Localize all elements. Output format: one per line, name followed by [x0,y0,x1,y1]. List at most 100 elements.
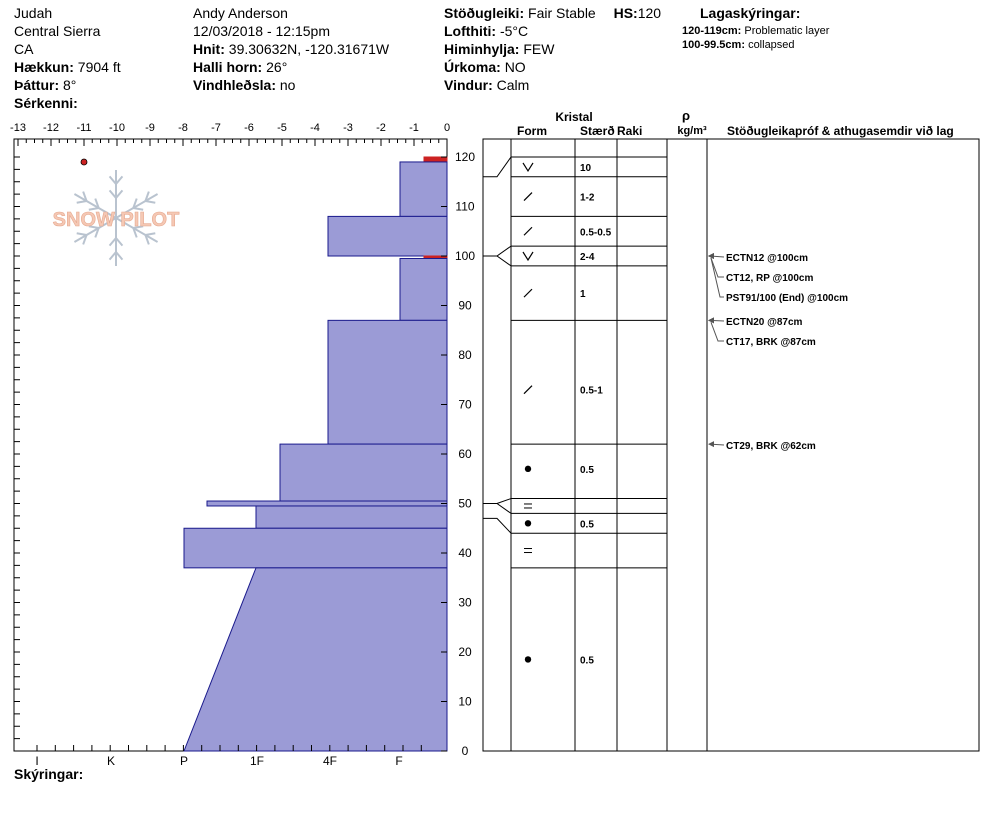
notes-label: Skýringar: [14,766,84,782]
temp-tick-label: -5 [277,122,287,134]
snowflake-branch [108,175,117,185]
crystal-size: 0.5 [580,519,594,530]
crystal-size: 2-4 [580,252,595,263]
height-tick-label: 60 [458,447,472,461]
density-symbol: ρ [682,108,690,123]
snowflake-arm [73,217,117,243]
layer-connector [483,255,512,267]
temp-tick-label: -10 [109,122,125,134]
snowflake-branch [133,207,144,211]
hardness-layer [255,505,448,529]
test-arrow-head [708,317,714,324]
snowflake-branch [144,191,150,202]
observation-block: Andy Anderson 12/03/2018 - 12:15pm Hnit:… [193,4,389,94]
test-arrow-line [710,257,724,278]
stability-test-label: CT17, BRK @87cm [726,337,816,348]
snowflake-branch [145,232,156,236]
height-tick-label: 40 [458,546,472,560]
snowflake-branch [108,251,117,261]
height-tick-label: 30 [458,596,472,610]
stability-test-label: CT29, BRK @62cm [726,441,816,452]
hardness-tick-label: I [35,754,38,768]
crystal-size: 0.5-0.5 [580,227,612,238]
layer-note: 100-99.5cm: collapsed [682,39,795,51]
snowflake-branch [133,225,144,229]
layer-notes: 120-119cm: Problematic layer 100-99.5cm:… [682,24,829,52]
snowflake-branch [115,189,124,199]
snowflake-branch [82,234,88,245]
wind: Vindur: Calm [444,77,530,93]
temp-tick-label: -12 [43,122,59,134]
temp-tick-label: -2 [376,122,386,134]
snowflake-branch [76,200,87,204]
test-arrow-head [708,441,714,448]
crystal-size: 0.5-1 [580,386,603,397]
crystal-size: 10 [580,163,592,174]
crystal-form-depth-hoar [522,251,534,262]
height-tick-label: 90 [458,299,472,313]
stability-test-label: ECTN20 @87cm [726,317,803,328]
slope-angle: Halli horn: 26° [193,59,288,75]
logo-text: SNOW PILOT [53,209,180,231]
layer-table-frame [482,138,980,752]
crystal-form-faceted [523,192,533,202]
observer-name: Andy Anderson [193,5,288,21]
snowflake-branch [76,232,87,236]
hardness-tick-label: K [107,754,115,768]
hardness-layer [183,527,448,569]
air-temp: Lofthiti: -5°C [444,23,529,39]
snowflake-branch [115,175,124,185]
height-tick-label: 100 [455,249,475,263]
location-state: CA [14,41,34,57]
snowflake-branch [145,200,156,204]
hardness-tick-label: 1F [250,754,264,768]
snowflake-branch [115,251,124,261]
temp-tick-label: -8 [178,122,188,134]
snowflake-branch [132,198,138,209]
height-tick-label: 10 [458,695,472,709]
stability-test-label: CT12, RP @100cm [726,273,813,284]
crystal-size: 0.5 [580,655,594,666]
test-arrow-head [708,253,714,259]
hardness-layer [399,257,448,321]
location-block: Judah Central Sierra CA Hækkun: 7904 ft … [14,4,121,112]
hardness-tick-label: P [180,754,188,768]
hardness-layer [183,567,448,752]
snowflake-branch [108,237,117,247]
hardness-layer [206,500,448,507]
crystal-size: 0.5 [580,465,594,476]
crystal-form-rounded [524,465,532,473]
sky-cover: Himinhylja: FEW [444,41,555,57]
temperature-point [80,158,88,166]
layer-connector [483,517,512,534]
snowflake-arm [115,217,159,243]
temp-tick-label: -4 [310,122,320,134]
moisture-header: Raki [617,124,642,138]
precipitation: Úrkoma: NO [444,59,526,75]
crystal-form-rounded [524,656,532,663]
crystal-header: Kristal [555,110,592,124]
location-name: Judah [14,5,53,21]
observation-datetime: 12/03/2018 - 12:15pm [193,23,330,39]
height-tick-label: 70 [458,398,472,412]
conditions-block: Stöðugleiki: Fair Stable HS:120 Lofthiti… [444,4,661,94]
snowflake-branch [88,225,99,229]
density-unit: kg/m³ [677,125,707,137]
location-range: Central Sierra [14,23,101,39]
stability-test-label: PST91/100 (End) @100cm [726,293,848,304]
hardness-layer [327,319,448,445]
snowflake-branch [94,198,100,209]
hardness-layer [279,443,448,502]
hardness-layer [399,161,448,217]
size-header: Stærð [580,124,615,138]
aspect: Þáttur: 8° [14,77,77,93]
hardness-layer [327,215,448,257]
height-tick-label: 50 [458,497,472,511]
stability: Stöðugleiki: Fair Stable HS:120 [444,5,662,21]
snowflake-arm [115,193,159,219]
height-tick-label: 80 [458,348,472,362]
layer-connector [483,245,512,257]
crystal-size: 1 [580,289,586,300]
temp-tick-label: -13 [10,122,26,134]
